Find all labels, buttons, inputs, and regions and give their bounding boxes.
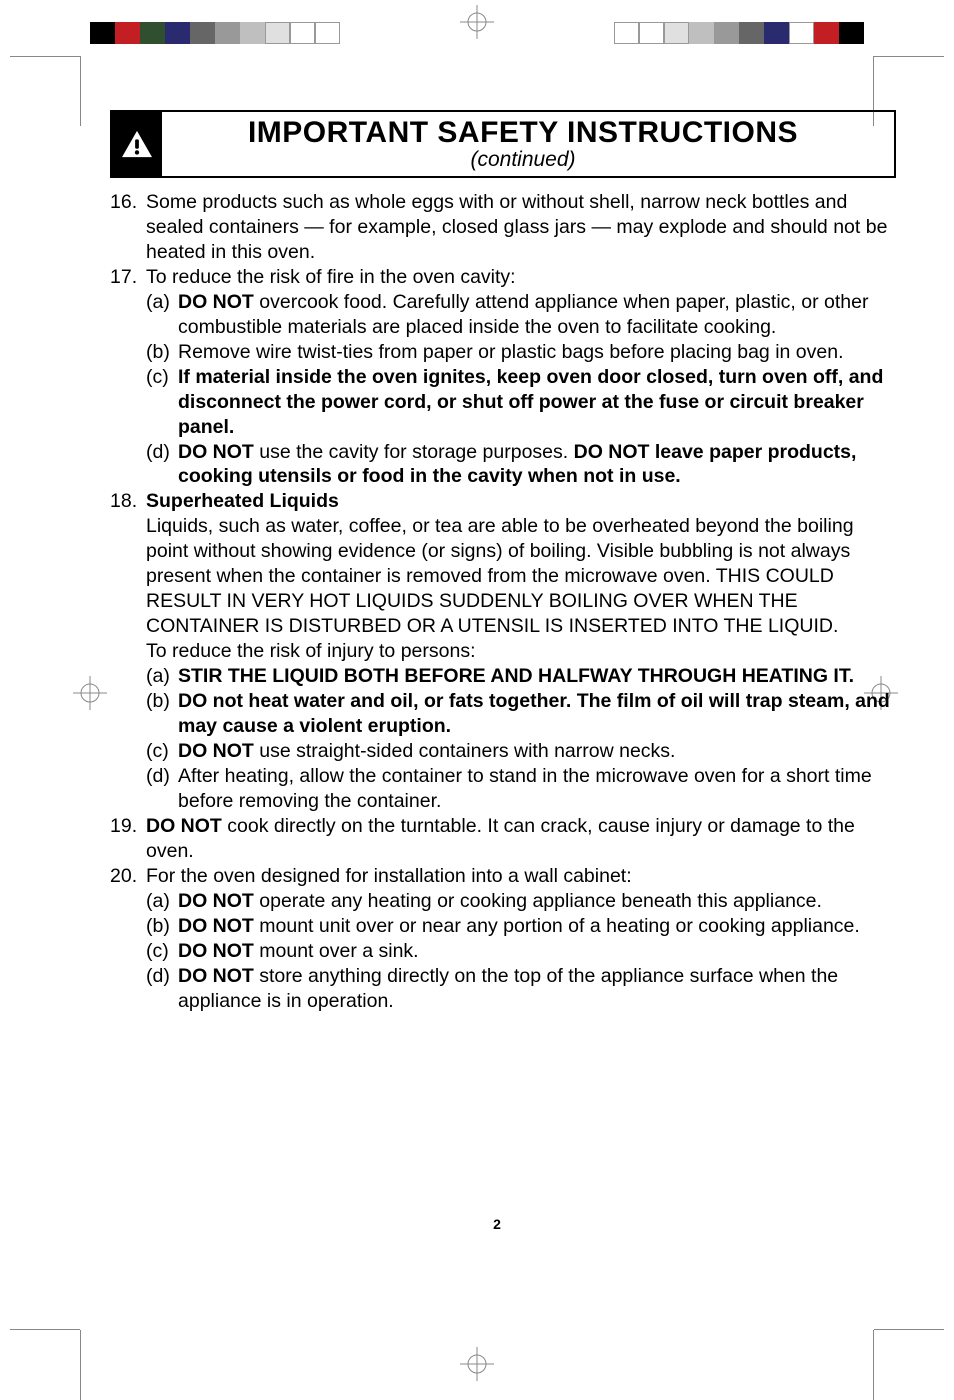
item-text: store anything directly on the top of th… — [178, 965, 838, 1012]
sub-letter: (b) — [146, 689, 170, 714]
item-17c: (c) If material inside the oven ignites,… — [146, 365, 896, 440]
page-content: IMPORTANT SAFETY INSTRUCTIONS (continued… — [110, 110, 884, 1276]
item-number: 16. — [110, 190, 137, 215]
crop-mark — [10, 1329, 80, 1330]
item-17a: (a) DO NOT overcook food. Carefully atte… — [146, 290, 896, 340]
item-17b: (b) Remove wire twist-ties from paper or… — [146, 340, 896, 365]
bold-text: DO NOT — [178, 915, 254, 937]
item-number: 20. — [110, 864, 137, 889]
item-18: 18. Superheated Liquids Liquids, such as… — [110, 489, 896, 813]
sub-letter: (c) — [146, 939, 169, 964]
item-text: mount unit over or near any portion of a… — [254, 915, 860, 937]
subheading: Superheated Liquids — [146, 490, 339, 512]
sub-letter: (c) — [146, 739, 169, 764]
item-lead: To reduce the risk of fire in the oven c… — [146, 266, 516, 288]
item-20a: (a) DO NOT operate any heating or cookin… — [146, 889, 896, 914]
registration-mark-icon — [73, 676, 107, 710]
bold-text: DO NOT — [178, 890, 254, 912]
bold-text: DO NOT — [178, 940, 254, 962]
item-text: To reduce the risk of injury to persons: — [146, 640, 476, 662]
bold-text: STIR THE LIQUID BOTH BEFORE AND HALFWAY … — [178, 665, 854, 687]
bold-text: DO not heat water and oil, or fats toget… — [178, 690, 890, 737]
item-text: use the cavity for storage purposes. — [254, 441, 574, 463]
crop-mark — [80, 1330, 81, 1400]
warning-icon — [112, 112, 162, 176]
page-number: 2 — [493, 1216, 501, 1232]
item-text: Some products such as whole eggs with or… — [146, 191, 887, 263]
registration-mark-icon — [460, 1347, 494, 1381]
item-19: 19. DO NOT cook directly on the turntabl… — [110, 814, 896, 864]
sub-letter: (a) — [146, 290, 170, 315]
item-20: 20. For the oven designed for installati… — [110, 864, 896, 1014]
sub-letter: (a) — [146, 664, 170, 689]
item-20c: (c) DO NOT mount over a sink. — [146, 939, 896, 964]
item-text: Remove wire twist-ties from paper or pla… — [178, 341, 844, 363]
item-text: operate any heating or cooking appliance… — [254, 890, 822, 912]
item-number: 18. — [110, 489, 137, 514]
item-18a: (a) STIR THE LIQUID BOTH BEFORE AND HALF… — [146, 664, 896, 689]
item-text: cook directly on the turntable. It can c… — [146, 815, 855, 862]
colorbar-right — [614, 22, 864, 44]
bold-text: DO NOT — [178, 441, 254, 463]
colorbar-left — [90, 22, 340, 44]
item-20b: (b) DO NOT mount unit over or near any p… — [146, 914, 896, 939]
sub-letter: (a) — [146, 889, 170, 914]
item-text: After heating, allow the container to st… — [178, 765, 872, 812]
bold-text: DO NOT — [178, 740, 254, 762]
item-text: mount over a sink. — [254, 940, 419, 962]
crop-mark — [873, 1330, 874, 1400]
item-text: use straight-sided containers with narro… — [254, 740, 676, 762]
crop-mark — [874, 56, 944, 57]
item-text: Liquids, such as water, coffee, or tea a… — [146, 515, 854, 637]
crop-mark — [10, 56, 80, 57]
sub-letter: (d) — [146, 440, 170, 465]
bold-text: If material inside the oven ignites, kee… — [178, 366, 883, 438]
item-17d: (d) DO NOT use the cavity for storage pu… — [146, 440, 896, 490]
sub-letter: (b) — [146, 914, 170, 939]
crop-mark — [80, 56, 81, 126]
printer-marks-top — [0, 0, 954, 48]
item-18b: (b) DO not heat water and oil, or fats t… — [146, 689, 896, 739]
item-text: overcook food. Carefully attend applianc… — [178, 291, 868, 338]
item-18d: (d) After heating, allow the container t… — [146, 764, 896, 814]
item-16: 16. Some products such as whole eggs wit… — [110, 190, 896, 265]
sub-letter: (b) — [146, 340, 170, 365]
safety-header: IMPORTANT SAFETY INSTRUCTIONS (continued… — [110, 110, 896, 178]
bold-text: DO NOT — [178, 291, 254, 313]
instructions-list: 16. Some products such as whole eggs wit… — [110, 190, 896, 1013]
item-17: 17. To reduce the risk of fire in the ov… — [110, 265, 896, 490]
sub-letter: (d) — [146, 764, 170, 789]
item-number: 19. — [110, 814, 137, 839]
item-20d: (d) DO NOT store anything directly on th… — [146, 964, 896, 1014]
bold-text: DO NOT — [178, 965, 254, 987]
header-subtitle: (continued) — [162, 148, 884, 172]
crop-mark — [874, 1329, 944, 1330]
item-lead: For the oven designed for installation i… — [146, 865, 632, 887]
item-number: 17. — [110, 265, 137, 290]
registration-mark-icon — [460, 5, 494, 39]
sub-letter: (d) — [146, 964, 170, 989]
item-18c: (c) DO NOT use straight-sided containers… — [146, 739, 896, 764]
header-title: IMPORTANT SAFETY INSTRUCTIONS — [162, 116, 884, 150]
bold-text: DO NOT — [146, 815, 222, 837]
sub-letter: (c) — [146, 365, 169, 390]
